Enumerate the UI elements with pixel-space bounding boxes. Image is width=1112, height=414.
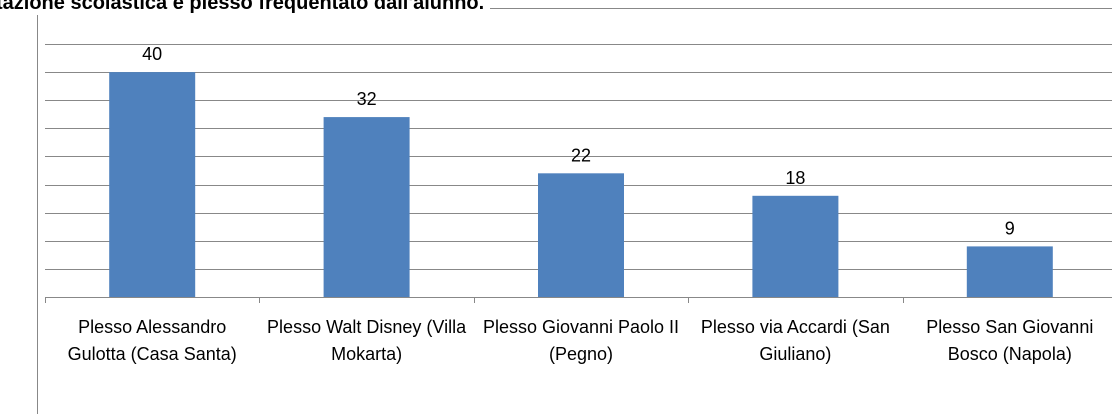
x-tick-label: Plesso San Giovanni Bosco (Napola) (926, 317, 1094, 364)
bar (323, 117, 410, 297)
bar (752, 195, 839, 297)
x-tick-label: Plesso Alessandro Gulotta (Casa Santa) (67, 317, 237, 364)
value-label: 18 (785, 168, 805, 188)
value-label: 40 (142, 44, 162, 64)
bar (966, 246, 1053, 297)
chart-frame (37, 8, 1112, 414)
x-tick-label: Plesso Walt Disney (Villa Mokarta) (267, 317, 467, 364)
chart-title: tazione scolastica e plesso frequentato … (0, 0, 491, 15)
x-tick-label: Plesso via Accardi (San Giuliano) (700, 317, 890, 364)
value-label: 9 (1005, 218, 1015, 238)
bar (538, 173, 624, 297)
x-tick-label: Plesso Giovanni Paolo II (Pegno) (482, 317, 680, 364)
value-label: 32 (357, 89, 377, 109)
value-label: 22 (571, 145, 591, 165)
bar (109, 72, 196, 297)
